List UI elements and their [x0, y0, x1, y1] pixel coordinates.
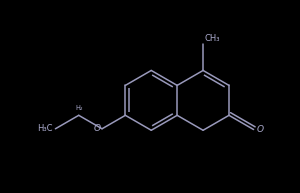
Text: CH₃: CH₃ — [205, 34, 220, 42]
Text: O: O — [94, 124, 101, 133]
Text: O: O — [257, 125, 264, 134]
Text: H₂: H₂ — [75, 105, 82, 111]
Text: H₃C: H₃C — [38, 124, 53, 133]
